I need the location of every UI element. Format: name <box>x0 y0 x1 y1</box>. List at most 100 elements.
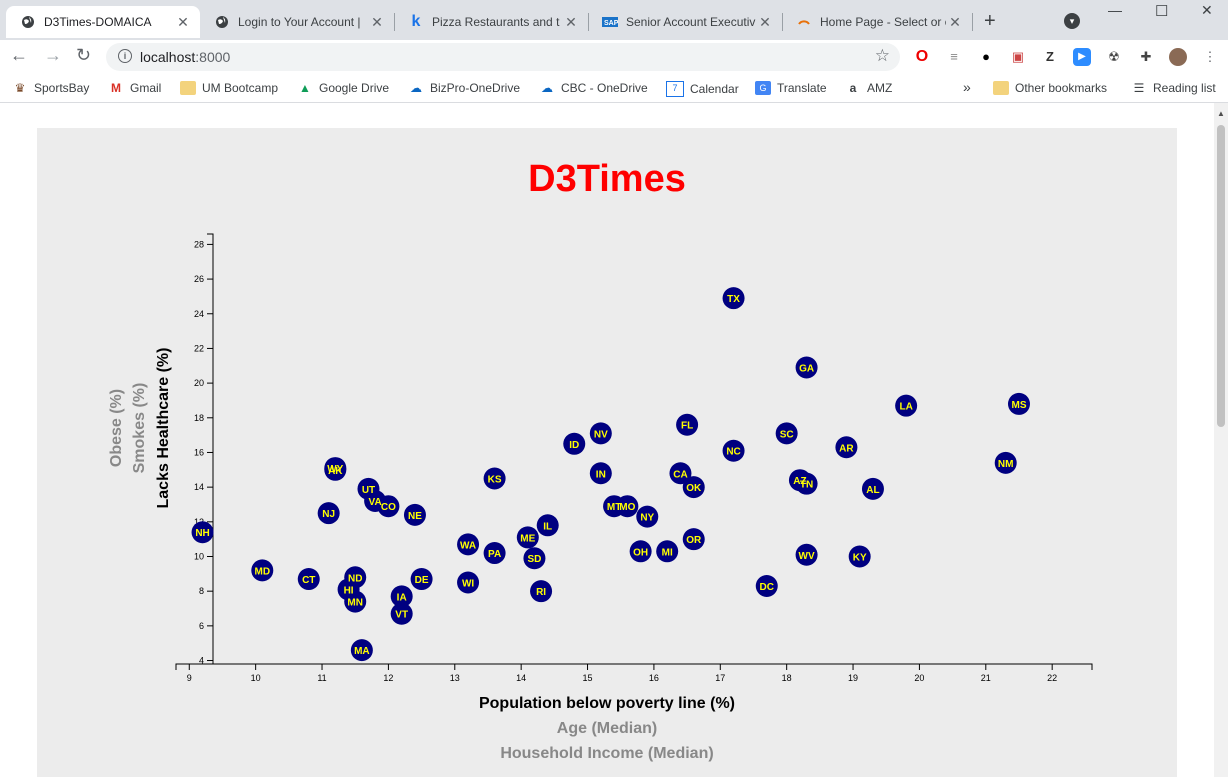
bookmark-other-bookmarks[interactable]: Other bookmarks <box>993 81 1107 95</box>
data-point-sc[interactable] <box>775 422 798 445</box>
data-point-ny[interactable] <box>636 505 659 528</box>
scrollbar-thumb[interactable] <box>1217 125 1225 427</box>
minimize-icon[interactable]: — <box>1108 2 1122 18</box>
radiation-extension-icon[interactable]: ☢ <box>1108 49 1120 64</box>
data-point-wi[interactable] <box>457 571 480 594</box>
puzzle-extension-icon[interactable]: ✚ <box>1140 49 1152 64</box>
data-point-ma[interactable] <box>350 639 373 662</box>
tab-home-page[interactable]: Home Page - Select or c ✕ <box>782 6 972 38</box>
tab-senior-account[interactable]: SAP Senior Account Executiv ✕ <box>588 6 782 38</box>
data-point-al[interactable] <box>861 477 884 500</box>
data-point-fl[interactable] <box>676 413 699 436</box>
data-point-vt[interactable] <box>390 602 413 625</box>
data-point-ak[interactable] <box>324 458 347 481</box>
avatar[interactable] <box>1169 48 1187 66</box>
close-window-icon[interactable]: ✕ <box>1201 2 1213 18</box>
close-tab-icon[interactable]: ✕ <box>949 13 961 30</box>
data-point-ga[interactable] <box>795 356 818 379</box>
data-point-nm[interactable] <box>994 451 1017 474</box>
bookmark-calendar[interactable]: 7 Calendar <box>666 81 739 97</box>
data-point-ca[interactable] <box>669 462 692 485</box>
y-axis-label-active[interactable]: Lacks Healthcare (%) <box>155 348 172 509</box>
bookmark-star-icon[interactable]: ☆ <box>874 46 890 65</box>
menu-kebab-icon[interactable]: ⋮ <box>1203 49 1217 64</box>
x-axis-label-active[interactable]: Population below poverty line (%) <box>479 695 735 712</box>
data-point-mn[interactable] <box>344 590 367 613</box>
data-point-nj[interactable] <box>317 502 340 525</box>
data-point-ct[interactable] <box>297 568 320 591</box>
close-tab-icon[interactable]: ✕ <box>177 13 189 30</box>
data-point-mi[interactable] <box>656 540 679 563</box>
data-point-nd[interactable] <box>344 566 367 589</box>
data-point-ok[interactable] <box>682 476 705 499</box>
scroll-up-icon[interactable]: ▲ <box>1217 109 1225 118</box>
image-extension-icon[interactable]: ▣ <box>1011 49 1025 64</box>
data-point-pa[interactable] <box>483 542 506 565</box>
data-point-ri[interactable] <box>530 580 553 603</box>
reload-icon[interactable]: ↻ <box>76 45 92 65</box>
data-point-co[interactable] <box>377 495 400 518</box>
list-extension-icon[interactable]: ≡ <box>950 49 958 64</box>
reading-list-button[interactable]: ☰ Reading list <box>1131 81 1216 95</box>
tab-d3times[interactable]: D3Times-DOMAICA ✕ <box>6 6 200 38</box>
tab-pizza[interactable]: k Pizza Restaurants and t ✕ <box>394 6 588 38</box>
bookmark-gmail[interactable]: M Gmail <box>108 81 161 95</box>
data-point-nh[interactable] <box>191 521 214 544</box>
data-point-mo[interactable] <box>616 495 639 518</box>
data-point-in[interactable] <box>589 462 612 485</box>
info-icon[interactable]: i <box>118 49 132 63</box>
y-axis-label-option[interactable]: Obese (%) <box>108 389 125 467</box>
z-extension-icon[interactable]: Z <box>1046 49 1054 64</box>
data-point-nv[interactable] <box>589 422 612 445</box>
dots-extension-icon[interactable]: ● <box>982 49 990 64</box>
new-tab-icon[interactable]: + <box>984 10 996 32</box>
data-point-ia[interactable] <box>390 585 413 608</box>
data-point-ne[interactable] <box>403 503 426 526</box>
bookmarks-overflow-button[interactable]: » <box>963 79 971 95</box>
back-icon[interactable]: ← <box>10 45 28 65</box>
data-point-il[interactable] <box>536 514 559 537</box>
zoom-extension-icon[interactable]: ▶ <box>1073 48 1091 66</box>
close-tab-icon[interactable]: ✕ <box>759 13 771 30</box>
bookmark-cbc-onedrive[interactable]: ☁ CBC - OneDrive <box>539 81 648 95</box>
bookmark-google-drive[interactable]: ▲ Google Drive <box>297 81 389 95</box>
forward-icon[interactable]: → <box>44 45 62 65</box>
bookmark-bizpro-onedrive[interactable]: ☁ BizPro-OneDrive <box>408 81 520 95</box>
data-point-ms[interactable] <box>1007 392 1030 415</box>
y-tick-label: 14 <box>194 482 204 492</box>
page-scrollbar[interactable]: ▲ <box>1214 103 1228 777</box>
tab-search-icon[interactable]: ▾ <box>1064 13 1080 29</box>
address-bar[interactable]: i localhost:8000 ☆ <box>106 43 900 71</box>
data-point-dc[interactable] <box>755 574 778 597</box>
bookmark-sportsbay[interactable]: ♛ SportsBay <box>12 81 90 95</box>
data-point-ks[interactable] <box>483 467 506 490</box>
data-point-de[interactable] <box>410 568 433 591</box>
data-point-ar[interactable] <box>835 436 858 459</box>
data-point-id[interactable] <box>563 432 586 455</box>
data-point-nc[interactable] <box>722 439 745 462</box>
close-tab-icon[interactable]: ✕ <box>371 13 383 30</box>
cloud-icon: ☁ <box>541 81 553 95</box>
data-point-wv[interactable] <box>795 543 818 566</box>
data-point-sd[interactable] <box>523 547 546 570</box>
data-point-md[interactable] <box>251 559 274 582</box>
close-tab-icon[interactable]: ✕ <box>565 13 577 30</box>
data-point-label: PA <box>488 549 501 560</box>
data-point-tn[interactable] <box>795 472 818 495</box>
x-axis-label-option[interactable]: Household Income (Median) <box>500 745 713 762</box>
x-axis-label-option[interactable]: Age (Median) <box>557 720 657 737</box>
tab-login[interactable]: Login to Your Account | ✕ <box>200 6 394 38</box>
data-point-ky[interactable] <box>848 545 871 568</box>
data-point-wa[interactable] <box>457 533 480 556</box>
data-point-tx[interactable] <box>722 287 745 310</box>
bookmark-translate[interactable]: G Translate <box>755 81 827 95</box>
data-point-or[interactable] <box>682 528 705 551</box>
y-axis-label-option[interactable]: Smokes (%) <box>131 383 148 474</box>
maximize-icon[interactable]: ☐ <box>1155 3 1169 20</box>
data-point-la[interactable] <box>895 394 918 417</box>
data-point-oh[interactable] <box>629 540 652 563</box>
bookmark-um-bootcamp[interactable]: UM Bootcamp <box>180 81 278 95</box>
opera-extension-icon[interactable]: O <box>915 48 929 65</box>
data-point-me[interactable] <box>516 526 539 549</box>
bookmark-amz[interactable]: a AMZ <box>845 81 893 95</box>
